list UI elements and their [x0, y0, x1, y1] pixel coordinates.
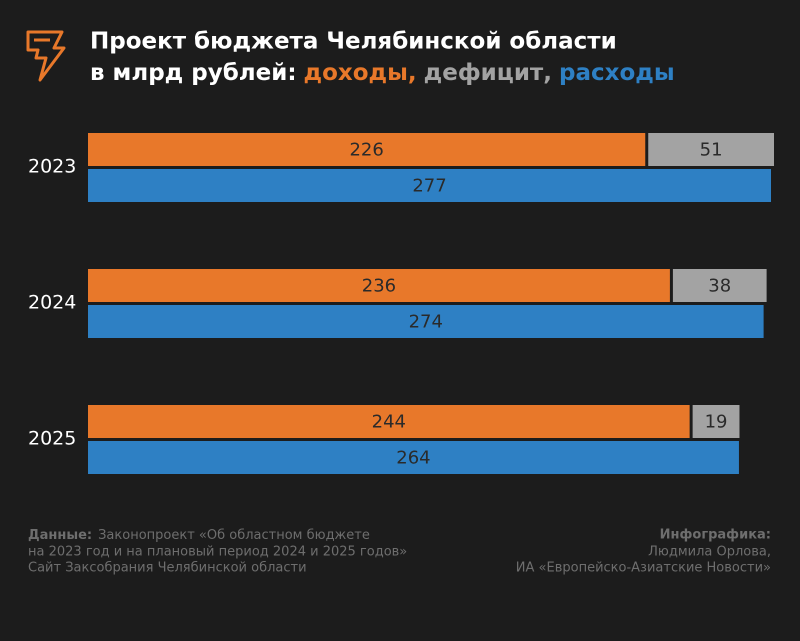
- bar: [88, 405, 690, 438]
- legend-entry: расходы: [559, 60, 675, 86]
- footer-line: Людмила Орлова,: [648, 545, 771, 560]
- bar: [88, 269, 670, 302]
- bar: [88, 441, 739, 474]
- y-tick-label: 2024: [28, 292, 76, 314]
- value-label: 277: [412, 176, 446, 197]
- value-label: 19: [705, 412, 728, 433]
- value-label: 274: [409, 312, 443, 333]
- title-line: в млрд рублей:: [90, 60, 297, 86]
- logo: [26, 30, 66, 82]
- bar: [692, 405, 740, 438]
- value-label: 51: [700, 140, 723, 161]
- bar: [88, 133, 646, 166]
- footer-line: ИА «Европейско-Азиатские Новости»: [516, 561, 771, 576]
- footer-line: Данные: Законопроект «Об областном бюджет…: [28, 528, 370, 543]
- credit-label: Инфографика:: [660, 528, 771, 543]
- bar: [88, 169, 771, 202]
- source-label: Данные:: [28, 528, 92, 543]
- source-text: Законопроект «Об областном бюджете: [98, 528, 370, 543]
- value-label: 226: [349, 140, 383, 161]
- legend-entry: дефицит,: [424, 60, 552, 86]
- chart-title: Проект бюджета Челябинской области: [90, 29, 617, 55]
- legend-entry: доходы,: [304, 60, 417, 86]
- footer-line: Сайт Заксобрания Челябинской области: [28, 561, 307, 576]
- chart-title: в млрд рублей: доходы, дефицит, расходы: [90, 60, 675, 86]
- bar: [648, 133, 774, 166]
- value-label: 236: [362, 276, 396, 297]
- y-tick-label: 2023: [28, 156, 76, 178]
- y-tick-label: 2025: [28, 428, 76, 450]
- bar: [672, 269, 767, 302]
- value-label: 38: [708, 276, 731, 297]
- bar: [88, 305, 764, 338]
- value-label: 264: [396, 448, 430, 469]
- value-label: 244: [372, 412, 406, 433]
- footer-line: на 2023 год и на плановый период 2024 и …: [28, 545, 407, 560]
